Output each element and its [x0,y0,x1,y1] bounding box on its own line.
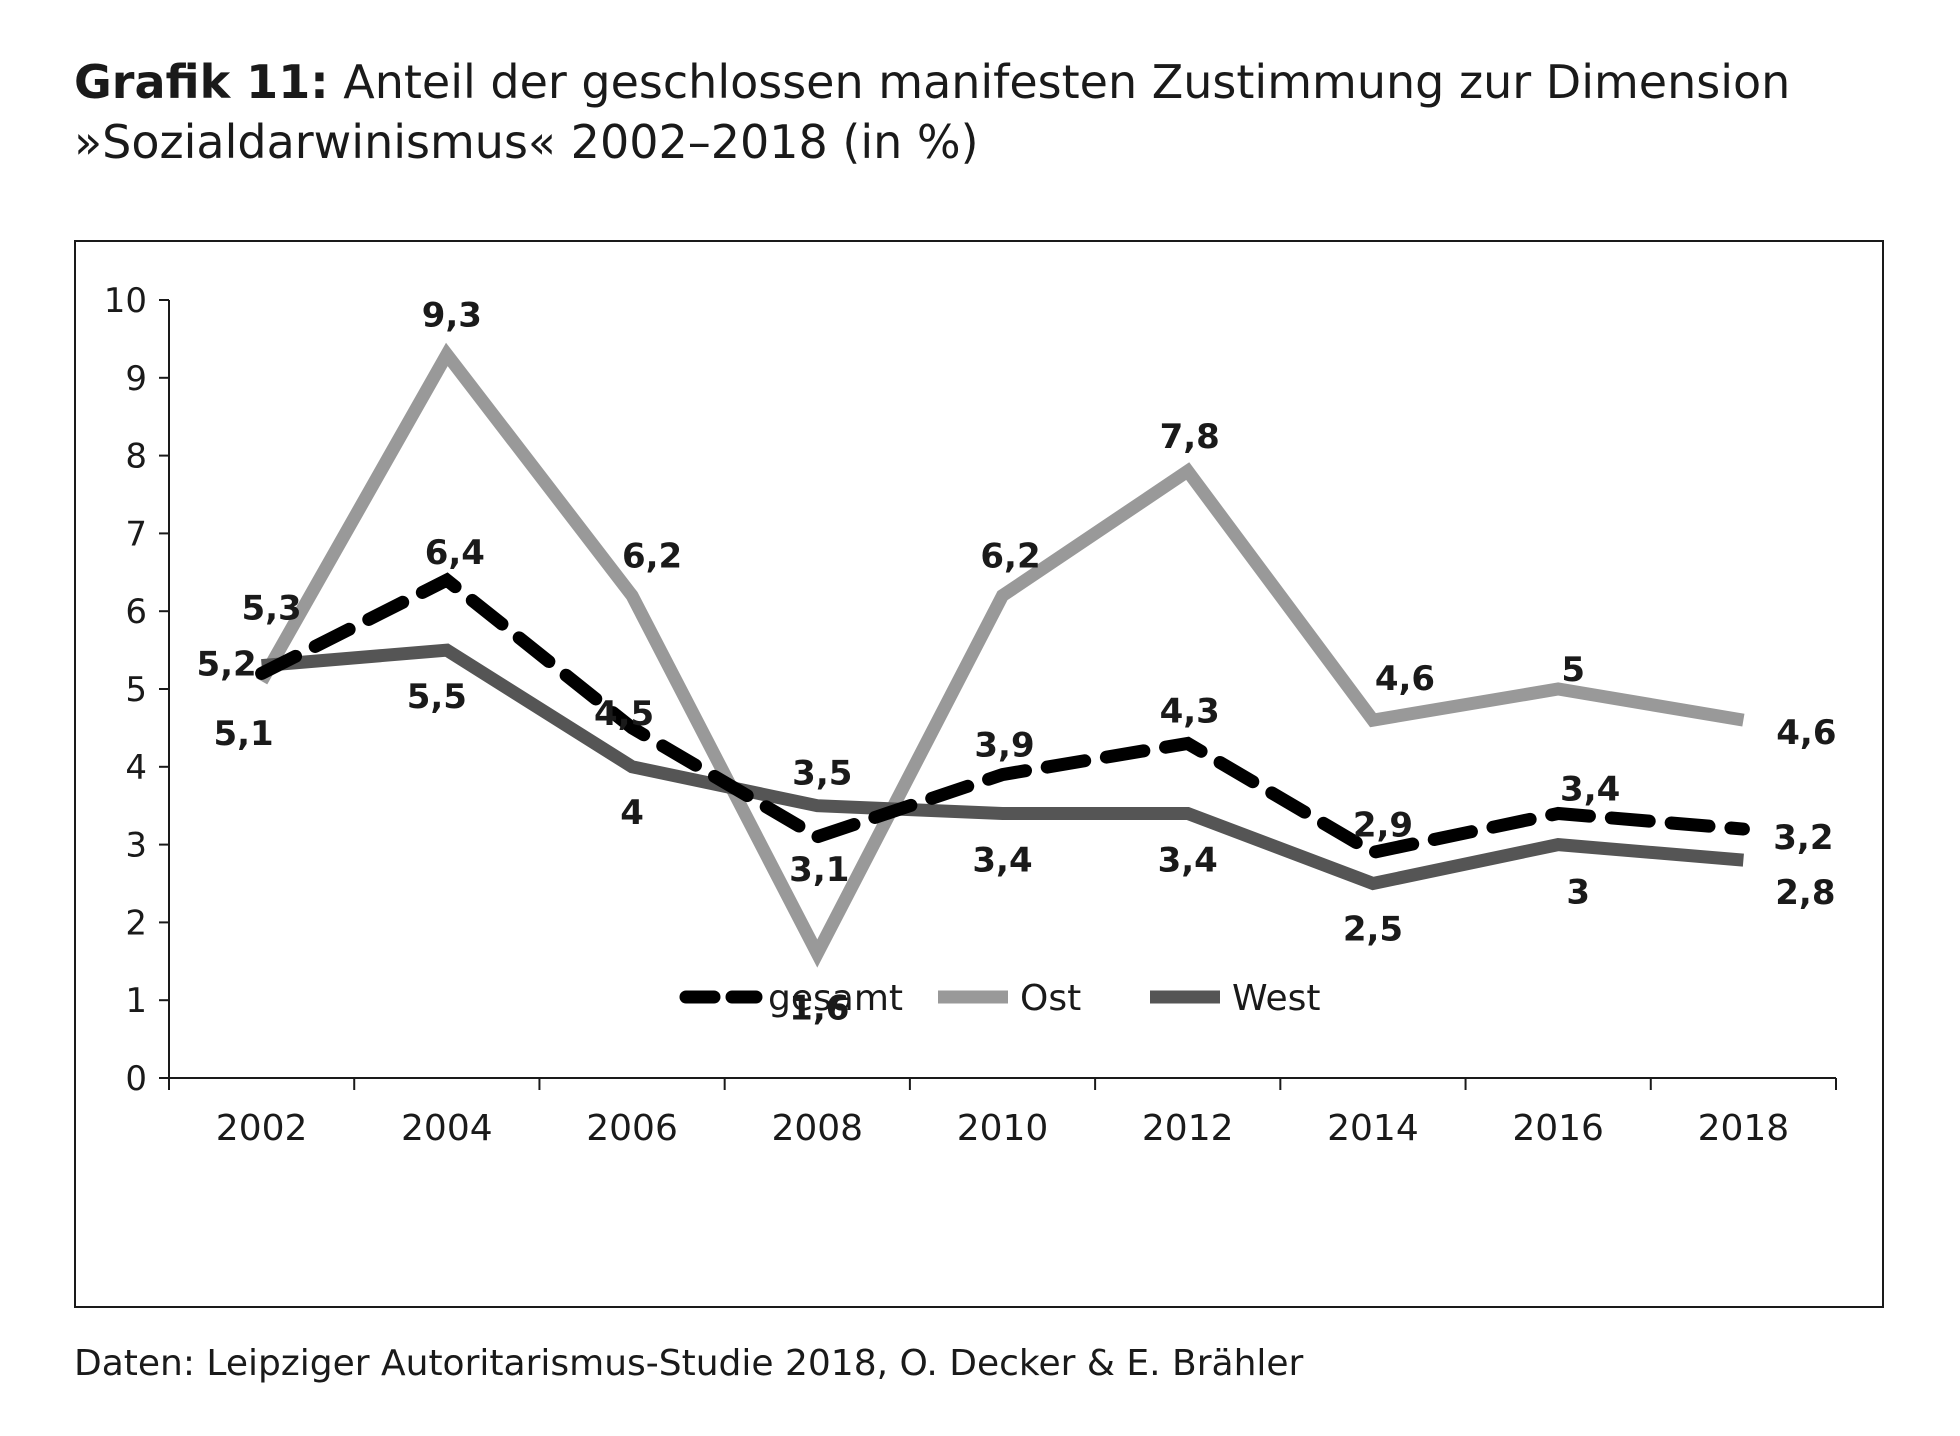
x-tick-label: 2016 [1512,1108,1604,1149]
chart-title-line2: »Sozialdarwinismus« 2002–2018 (in %) [74,115,979,169]
data-label-west: 5,5 [407,677,467,717]
y-tick-label: 4 [125,748,147,788]
data-label-west: 2,8 [1775,873,1835,913]
data-label-ost: 6,2 [980,537,1040,577]
x-tick-label: 2010 [957,1108,1049,1149]
chart-title-line1: Anteil der geschlossen manifesten Zustim… [343,55,1791,109]
data-label-ost: 4,6 [1776,713,1836,753]
legend-label-ost: Ost [1020,978,1081,1019]
y-tick-label: 1 [125,981,147,1021]
data-label-west: 5,3 [241,589,301,629]
chart-legend: gesamt Ost West [679,978,1321,1019]
chart-data-labels: 5,2 6,4 4,5 3,1 3,9 4,3 2,9 3,4 3,2 5,1 9,3 6,2 1,6 6… [196,295,1836,1028]
chart-title: Grafik 11: Anteil der geschlossen manife… [74,52,1894,172]
x-tick-label: 2008 [771,1108,863,1149]
legend-label-gesamt: gesamt [768,978,903,1019]
data-label-west: 3,4 [972,840,1032,880]
data-label-ost: 9,3 [422,295,482,335]
data-label-west: 3 [1566,873,1590,913]
legend-label-west: West [1232,978,1321,1019]
data-label-ost: 7,8 [1160,417,1220,457]
data-label-west: 2,5 [1343,910,1403,950]
series-line-gesamt [255,572,1750,860]
data-label-ost: 6,2 [622,537,682,577]
data-label-west: 3,4 [1158,840,1218,880]
y-tick-label: 6 [125,592,147,632]
series-line-west [261,643,1744,891]
chart-axes: 0 1 2 3 4 5 6 7 8 9 10 2002 2004 2006 2008 2010 2012 2014… [104,281,1837,1149]
chart-frame [74,240,1884,1308]
y-tick-label: 0 [125,1059,147,1099]
data-label-ost: 5,1 [213,714,273,754]
y-tick-label: 8 [125,437,147,477]
data-label-west: 3,5 [792,754,852,794]
source-note: Daten: Leipziger Autoritarismus-Studie 2… [74,1343,1304,1384]
x-tick-label: 2002 [216,1108,308,1149]
data-label-gesamt: 4,5 [594,694,654,734]
data-label-gesamt: 6,4 [425,533,485,573]
data-label-gesamt: 2,9 [1353,805,1413,845]
chart-lines [255,342,1750,968]
x-tick-label: 2012 [1142,1108,1234,1149]
y-tick-label: 7 [125,514,147,554]
data-label-gesamt: 5,2 [196,644,256,684]
data-label-gesamt: 3,9 [974,726,1034,766]
chart-title-number: Grafik 11: [74,55,329,109]
line-chart: 0 1 2 3 4 5 6 7 8 9 10 2002 2004 2006 2008 2010 2012 2014… [104,281,1837,1149]
y-tick-label: 10 [104,281,147,321]
y-tick-label: 5 [125,670,147,710]
x-tick-label: 2006 [586,1108,678,1149]
data-label-ost: 5 [1561,650,1585,690]
data-label-gesamt: 3,1 [789,850,849,890]
data-label-gesamt: 3,4 [1560,769,1620,809]
x-tick-label: 2004 [401,1108,493,1149]
x-tick-label: 2018 [1698,1108,1790,1149]
data-label-gesamt: 4,3 [1160,691,1220,731]
data-label-gesamt: 3,2 [1773,818,1833,858]
series-line-ost [255,342,1745,968]
x-tick-label: 2014 [1327,1108,1419,1149]
data-label-ost: 1,6 [789,989,849,1029]
y-tick-label: 9 [125,359,147,399]
y-tick-label: 2 [125,903,147,943]
data-label-west: 4 [620,793,644,833]
y-tick-label: 3 [125,826,147,866]
data-label-ost: 4,6 [1375,659,1435,699]
